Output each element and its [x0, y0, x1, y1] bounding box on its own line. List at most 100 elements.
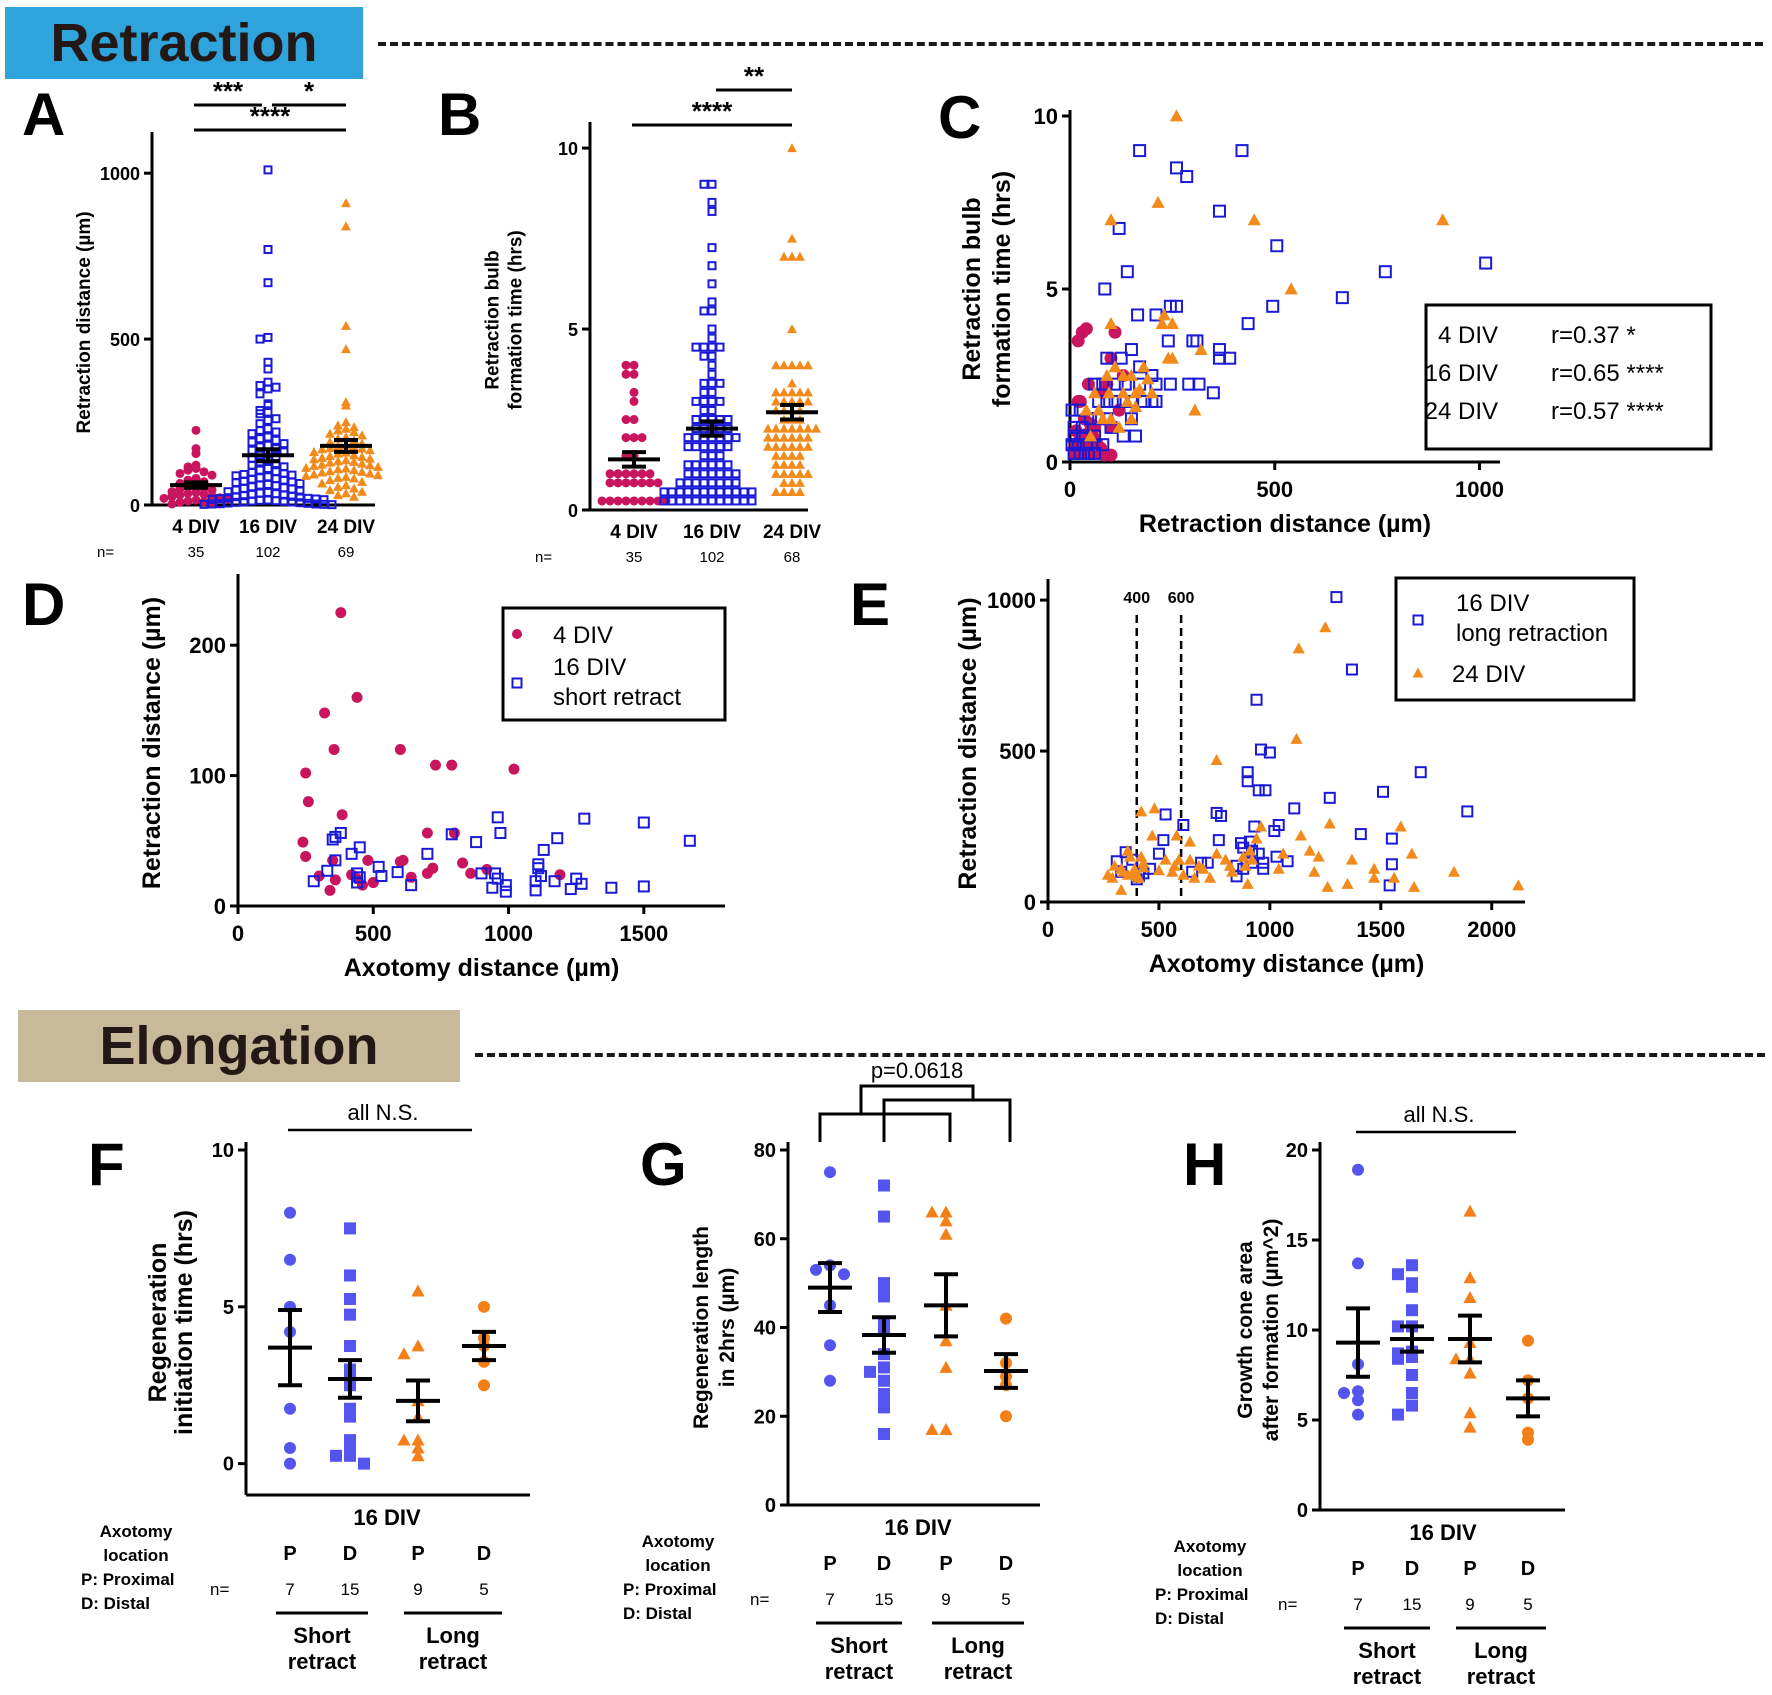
panel-e-point [1210, 754, 1223, 766]
panel-a-y-tick-label: 500 [110, 330, 140, 350]
panel-e: E 0 500 1000 0 500 1000 1500 2000 Axotomy distanc… [850, 571, 1636, 978]
panel-e-point [1108, 859, 1121, 871]
panel-e-point [1137, 861, 1150, 873]
panel-b-point-0 [629, 369, 639, 379]
panel-g-comparison-label: p=0.0618 [871, 1058, 963, 1083]
panel-d-point [335, 607, 347, 619]
panel-h-group-label-text: Short [1358, 1638, 1416, 1663]
panel-b-point-2 [787, 477, 797, 487]
panel-e-point [1292, 642, 1305, 654]
panel-e-point [1115, 883, 1128, 895]
panel-g-y-axis-label: Regeneration length [690, 1226, 713, 1429]
panel-b-point-2 [779, 477, 789, 487]
panel-h-y-tick-label: 20 [1286, 1140, 1308, 1162]
panel-a-point-1 [255, 488, 265, 498]
panel-d-point [351, 876, 364, 889]
panel-a-point-2 [309, 469, 319, 479]
panel-a-point-2 [341, 198, 351, 208]
panel-e-point [1177, 819, 1190, 832]
panel-c-point [1098, 448, 1112, 462]
panel-a-point-1 [327, 500, 337, 510]
panel-d-point [554, 869, 566, 881]
panel-a-point-0 [183, 488, 193, 498]
panel-e-point [1239, 859, 1252, 871]
panel-b-point-2 [795, 387, 805, 397]
panel-a-point-1 [271, 414, 281, 424]
panel-b-point-1 [699, 387, 709, 397]
panel-c-point [1145, 386, 1159, 399]
panel-a-point-1 [263, 278, 273, 288]
panel-a-point-2 [325, 466, 335, 476]
panel-f-x-tick-label: P [411, 1543, 424, 1565]
panel-a-point-2 [365, 468, 375, 478]
panel-e-x-tick-label: 2000 [1467, 917, 1516, 942]
panel-c-point [1088, 446, 1102, 460]
panel-b-point-2 [771, 486, 781, 496]
panel-d-point [329, 854, 342, 867]
panel-g-n-value: 15 [875, 1590, 894, 1609]
panel-d-point [394, 744, 406, 756]
panel-f-point-2 [411, 1339, 425, 1352]
panel-c-point [1190, 334, 1204, 348]
panel-b-point-1 [691, 342, 701, 352]
panel-b-point-1 [707, 206, 717, 216]
panel-e-y-tick-label: 500 [999, 739, 1036, 764]
panel-c-point [1096, 412, 1110, 425]
panel-a-point-1 [279, 439, 289, 449]
panel-a-point-0 [167, 499, 177, 509]
panel-g-point-0 [838, 1268, 850, 1281]
panel-g-point-1 [878, 1210, 890, 1223]
panel-b-point-1 [707, 460, 717, 470]
panel-c-point [1100, 351, 1114, 365]
panel-b-point-1 [707, 378, 717, 388]
panel-d-x-axis-label: Axotomy distance (µm) [344, 954, 620, 982]
panel-a-point-2 [357, 476, 367, 486]
panel-c-point [1104, 213, 1118, 226]
panel-e-point [1177, 868, 1190, 880]
panel-letter-f: F [88, 1131, 125, 1198]
panel-d-point [551, 832, 564, 845]
panel-e-point [1394, 820, 1407, 832]
panel-b-point-2 [787, 360, 797, 370]
panel-a-point-1 [255, 473, 265, 483]
panel-d-legend-label: 4 DIV [553, 622, 613, 649]
panel-b-point-1 [723, 469, 733, 479]
panel-b-point-0 [629, 415, 639, 425]
panel-b-point-1 [699, 469, 709, 479]
panel-a-point-1 [247, 482, 257, 492]
panel-g-group-label-text: Short [830, 1633, 888, 1658]
panel-b-point-1 [699, 306, 709, 316]
panel-a-point-2 [349, 491, 359, 501]
panel-e-y-tick-label: 0 [1024, 890, 1036, 915]
panel-d-point [637, 816, 650, 829]
panel-g-point-2 [939, 1334, 953, 1347]
panel-e-point [1183, 853, 1197, 865]
panel-e-point [1212, 834, 1225, 847]
panel-d-point [351, 691, 363, 703]
panel-b-point-0 [629, 396, 639, 406]
panel-e-legend-label: long retraction [1456, 620, 1608, 647]
panel-f-x-tick-label: D [477, 1543, 491, 1565]
panel-c-point [1212, 204, 1226, 218]
panel-e-point [1319, 621, 1332, 633]
panel-h-y-tick-label: 15 [1286, 1230, 1308, 1252]
panel-b-significance-label: **** [692, 96, 733, 126]
panel-b-point-2 [771, 360, 781, 370]
panel-b-point-1 [691, 460, 701, 470]
panel-a-point-2 [317, 444, 327, 454]
panel-d-point [457, 857, 469, 869]
panel-g-x-tick-label: D [999, 1553, 1013, 1575]
panel-d-point [421, 847, 434, 860]
panel-d-point [324, 884, 336, 896]
panel-b-point-1 [683, 433, 693, 443]
panel-g-point-1 [878, 1290, 890, 1303]
panel-f-y-axis-label: Regeneration [144, 1243, 172, 1403]
panel-a-point-2 [341, 397, 351, 407]
panel-b-point-2 [779, 468, 789, 478]
panel-b-point-1 [707, 405, 717, 415]
panel-b-point-0 [613, 469, 623, 479]
panel-c-point [1133, 382, 1147, 395]
panel-b-point-2 [779, 441, 789, 451]
panel-d-legend-marker [511, 677, 523, 689]
